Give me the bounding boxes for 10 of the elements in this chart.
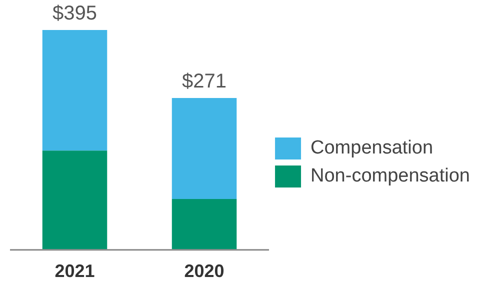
x-tick-label: 2020 <box>184 261 224 282</box>
x-tick-label: 2021 <box>54 261 95 282</box>
bar <box>42 30 108 151</box>
legend-label: Compensation <box>310 138 434 159</box>
bar <box>172 198 237 250</box>
legend-label: Non-compensation <box>310 166 470 187</box>
bar <box>172 98 237 199</box>
annotation: $395 <box>52 2 98 25</box>
annotation: $271 <box>182 70 227 93</box>
bar <box>42 150 108 250</box>
